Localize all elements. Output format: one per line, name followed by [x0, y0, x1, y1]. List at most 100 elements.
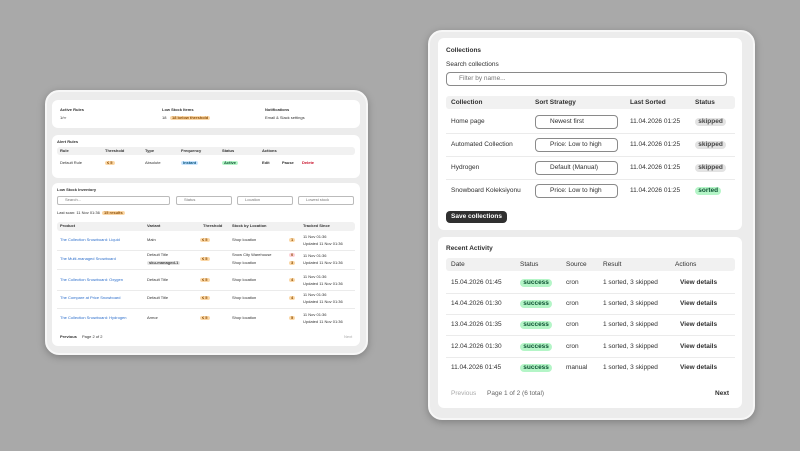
- view-details-button[interactable]: View details: [680, 321, 718, 329]
- frequency-badge: Instant: [181, 159, 199, 166]
- activity-result: 1 sorted, 3 skipped: [603, 364, 658, 372]
- product-link[interactable]: The Compare at Price Snowboard: [60, 294, 121, 300]
- view-details-button[interactable]: View details: [680, 343, 718, 351]
- stat-value: 1/∞: [60, 114, 67, 120]
- tracked-date: 11 Nov 01:36: [303, 311, 327, 317]
- action-link[interactable]: Pause: [282, 159, 294, 165]
- tracked-date: 11 Nov 01:36: [303, 252, 327, 258]
- stock-badge: 4: [289, 276, 296, 283]
- activity-source: cron: [566, 321, 579, 329]
- last-sorted: 11.04.2026 01:25: [630, 118, 681, 126]
- status-badge: success: [520, 343, 553, 351]
- product-link[interactable]: The Collection Snowboard: Liquid: [60, 236, 120, 242]
- rule-name: Default Rule: [60, 159, 83, 165]
- column-header: Date: [451, 260, 465, 268]
- product-link[interactable]: The Collection Snowboard: Hydrogen: [60, 314, 127, 320]
- section-title: Collections: [446, 47, 482, 55]
- stat-label: Low Stock Items: [162, 106, 194, 112]
- table-header: [57, 222, 355, 231]
- section-title: Recent Activity: [446, 245, 493, 253]
- column-header: Rule: [60, 147, 69, 153]
- filter-select[interactable]: [237, 196, 293, 205]
- search-input-text: Search...: [65, 197, 82, 203]
- section-title: Low Stock Inventory: [57, 186, 97, 192]
- sku-badge: sku-managed-1: [147, 259, 181, 266]
- table-header: [57, 147, 355, 155]
- location-name: Shop location: [232, 259, 257, 265]
- row-separator: [446, 133, 735, 134]
- activity-date: 13.04.2026 01:35: [451, 321, 502, 329]
- column-header: Product: [60, 223, 76, 229]
- status-badge: success: [520, 279, 553, 287]
- variant: Armor: [147, 314, 158, 320]
- stat-label: Notifications: [265, 106, 290, 112]
- stat-value: 18: [162, 114, 167, 120]
- updated-date: Updated 11 Nov 01:36: [303, 259, 343, 265]
- activity-result: 1 sorted, 3 skipped: [603, 279, 658, 287]
- filter-select[interactable]: [298, 196, 354, 205]
- last-sorted: 11.04.2026 01:25: [630, 141, 681, 149]
- view-details-button[interactable]: View details: [680, 364, 718, 372]
- next-button[interactable]: Next: [715, 390, 730, 398]
- sort-strategy: Newest first: [550, 118, 584, 126]
- next-button[interactable]: Next: [344, 333, 353, 339]
- stat-badge: 18 below threshold: [170, 114, 211, 121]
- status-badge: success: [520, 300, 553, 308]
- column-header: Type: [145, 147, 155, 153]
- tracked-date: 11 Nov 01:36: [303, 273, 327, 279]
- activity-result: 1 sorted, 3 skipped: [603, 343, 658, 351]
- view-details-button[interactable]: View details: [680, 300, 718, 308]
- updated-date: Updated 11 Nov 01:36: [303, 240, 343, 246]
- page-indicator: Page 2 of 2: [82, 333, 103, 339]
- search-input[interactable]: [446, 72, 727, 86]
- collection-name: Home page: [451, 118, 485, 126]
- save-button[interactable]: Save collections: [446, 211, 507, 223]
- sort-select[interactable]: [535, 184, 618, 198]
- product-link[interactable]: The Multi-managed Snowboard: [60, 255, 116, 261]
- sort-select[interactable]: [535, 115, 618, 129]
- activity-source: cron: [566, 300, 579, 308]
- stock-badge: 3: [289, 259, 296, 266]
- status-badge: success: [520, 321, 553, 329]
- row-separator: [446, 293, 735, 294]
- stock-badge: 0: [289, 251, 296, 258]
- location-name: Shop location: [232, 276, 257, 282]
- last-sorted: 11.04.2026 01:25: [630, 187, 681, 195]
- collection-name: Snowboard Koleksiyonu: [451, 187, 521, 195]
- page-indicator: Page 1 of 2 (6 total): [487, 390, 545, 398]
- view-details-button[interactable]: View details: [680, 279, 718, 287]
- column-header: Threshold: [203, 223, 223, 229]
- updated-date: Updated 11 Nov 01:36: [303, 298, 343, 304]
- location-name: Shop location: [232, 294, 257, 300]
- column-header: Tracked Since: [303, 223, 330, 229]
- activity-source: cron: [566, 343, 579, 351]
- stat-label: Active Rules: [60, 106, 85, 112]
- variant: Default Title: [147, 276, 169, 282]
- threshold-badge: ≤ 5: [200, 236, 210, 243]
- location-name: Snow City Warehouse: [232, 251, 272, 257]
- collection-name: Hydrogen: [451, 164, 480, 172]
- collections-card: [438, 38, 742, 230]
- row-separator: [446, 156, 735, 157]
- activity-date: 12.04.2026 01:30: [451, 343, 502, 351]
- column-header: Actions: [262, 147, 277, 153]
- column-header: Stock by Location: [232, 223, 267, 229]
- sort-select[interactable]: [535, 161, 618, 175]
- column-header: Result: [603, 260, 622, 268]
- last-sorted: 11.04.2026 01:25: [630, 164, 681, 172]
- column-header: Frequency: [181, 147, 202, 153]
- row-separator: [57, 250, 355, 251]
- activity-result: 1 sorted, 3 skipped: [603, 300, 658, 308]
- row-separator: [446, 179, 735, 180]
- previous-button[interactable]: Previous: [60, 333, 77, 339]
- previous-button[interactable]: Previous: [451, 390, 477, 398]
- sort-select[interactable]: [535, 138, 618, 152]
- product-link[interactable]: The Collection Snowboard: Oxygen: [60, 276, 123, 282]
- action-link[interactable]: Delete: [302, 159, 315, 165]
- results-badge: 15 results: [102, 209, 125, 216]
- search-input[interactable]: [57, 196, 170, 205]
- filter-select[interactable]: [176, 196, 232, 205]
- action-link[interactable]: Edit: [262, 159, 270, 165]
- row-separator: [446, 357, 735, 358]
